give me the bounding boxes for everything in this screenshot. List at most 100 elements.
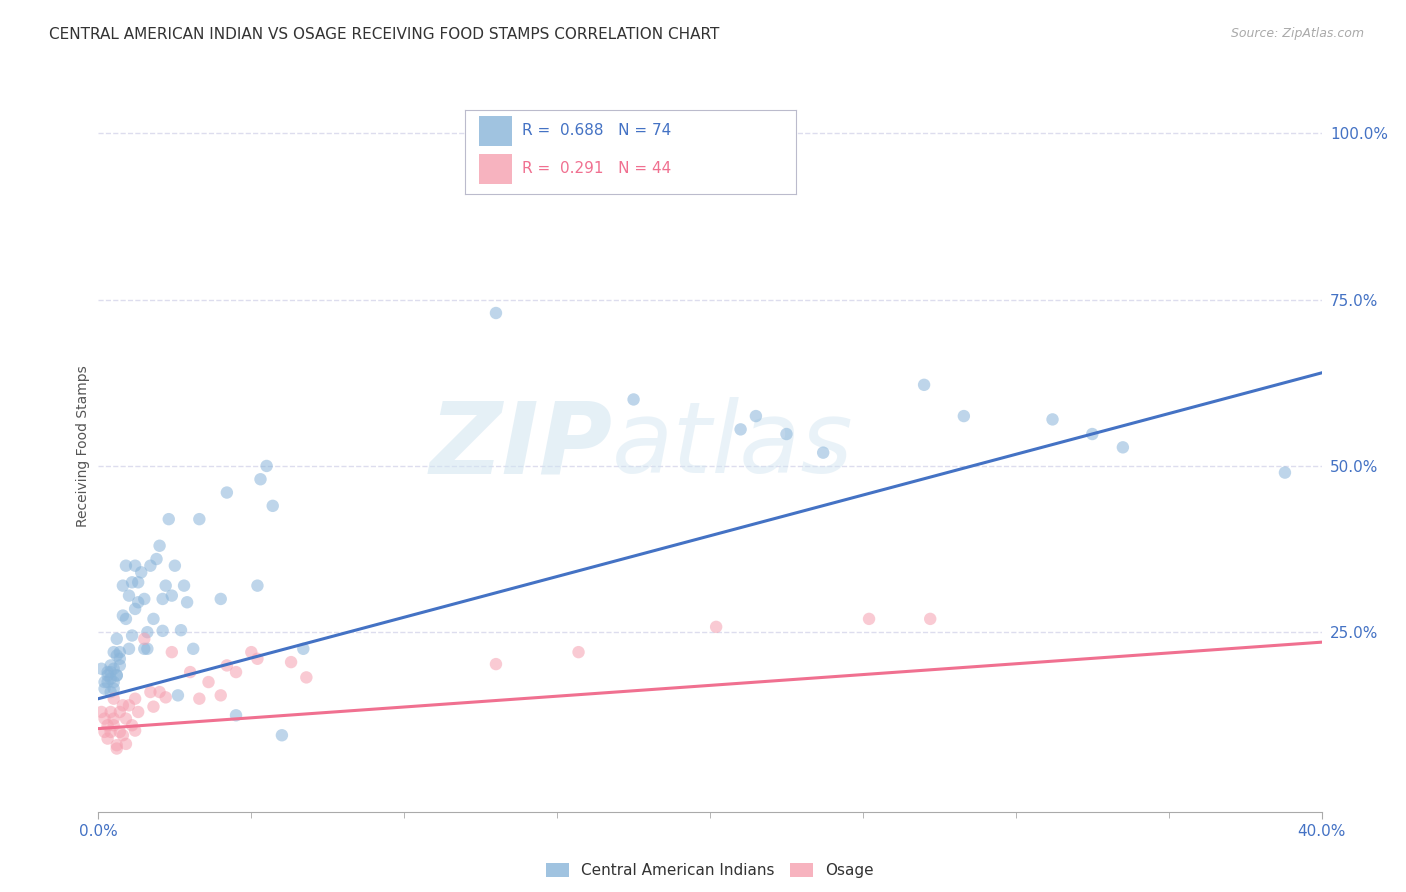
Point bbox=[811, 445, 834, 459]
Point bbox=[105, 632, 128, 646]
Point bbox=[920, 612, 942, 626]
Point bbox=[105, 738, 128, 752]
Point bbox=[121, 718, 143, 732]
Point bbox=[103, 712, 125, 726]
Point bbox=[111, 728, 134, 742]
Point bbox=[155, 690, 177, 705]
Text: atlas: atlas bbox=[612, 398, 853, 494]
Point bbox=[100, 725, 122, 739]
Point bbox=[90, 662, 112, 676]
Point bbox=[111, 608, 134, 623]
Point bbox=[100, 705, 122, 719]
Point bbox=[745, 409, 768, 423]
Point bbox=[108, 705, 131, 719]
Point bbox=[1042, 412, 1064, 426]
Point bbox=[485, 306, 508, 320]
Point bbox=[124, 691, 146, 706]
Point bbox=[953, 409, 976, 423]
Point bbox=[160, 645, 183, 659]
Point bbox=[108, 658, 131, 673]
Point bbox=[181, 641, 204, 656]
Point bbox=[623, 392, 645, 407]
Point bbox=[775, 427, 797, 442]
Point bbox=[103, 675, 125, 690]
Point bbox=[103, 681, 125, 696]
Point bbox=[225, 708, 247, 723]
Point bbox=[262, 499, 284, 513]
Point bbox=[118, 698, 141, 713]
Point bbox=[124, 558, 146, 573]
Point bbox=[149, 685, 172, 699]
Point bbox=[160, 589, 183, 603]
Point bbox=[124, 602, 146, 616]
Point bbox=[134, 641, 156, 656]
Point bbox=[97, 731, 120, 746]
Point bbox=[730, 422, 752, 436]
Point bbox=[118, 589, 141, 603]
Point bbox=[127, 575, 149, 590]
Point bbox=[93, 675, 115, 690]
Text: Source: ZipAtlas.com: Source: ZipAtlas.com bbox=[1230, 27, 1364, 40]
Point bbox=[93, 725, 115, 739]
Point bbox=[121, 575, 143, 590]
Point bbox=[139, 558, 162, 573]
Point bbox=[93, 712, 115, 726]
Point bbox=[139, 685, 162, 699]
Point bbox=[170, 623, 193, 637]
Point bbox=[163, 558, 186, 573]
Point bbox=[97, 665, 120, 679]
Point bbox=[127, 595, 149, 609]
Point bbox=[124, 723, 146, 738]
Point bbox=[108, 645, 131, 659]
Point bbox=[103, 645, 125, 659]
Point bbox=[142, 699, 165, 714]
Point bbox=[111, 698, 134, 713]
Point bbox=[115, 712, 138, 726]
Point bbox=[246, 579, 269, 593]
Point bbox=[97, 668, 120, 682]
Point bbox=[912, 377, 935, 392]
Point bbox=[215, 658, 238, 673]
Point bbox=[567, 645, 589, 659]
Point bbox=[105, 741, 128, 756]
Point bbox=[280, 655, 302, 669]
Point bbox=[179, 665, 201, 679]
Point bbox=[256, 458, 278, 473]
Point bbox=[118, 641, 141, 656]
Point bbox=[103, 662, 125, 676]
Point bbox=[115, 612, 138, 626]
Point bbox=[100, 665, 122, 679]
Point bbox=[127, 705, 149, 719]
Point bbox=[103, 718, 125, 732]
Point bbox=[704, 620, 727, 634]
Point bbox=[134, 591, 156, 606]
Point bbox=[97, 675, 120, 690]
Point bbox=[136, 625, 159, 640]
Point bbox=[100, 658, 122, 673]
Point bbox=[1081, 427, 1104, 442]
Point bbox=[167, 689, 190, 703]
Text: CENTRAL AMERICAN INDIAN VS OSAGE RECEIVING FOOD STAMPS CORRELATION CHART: CENTRAL AMERICAN INDIAN VS OSAGE RECEIVI… bbox=[49, 27, 720, 42]
Point bbox=[188, 691, 211, 706]
Point bbox=[121, 628, 143, 642]
Point bbox=[90, 705, 112, 719]
Point bbox=[188, 512, 211, 526]
Y-axis label: Receiving Food Stamps: Receiving Food Stamps bbox=[76, 365, 90, 527]
Point bbox=[292, 641, 315, 656]
Point bbox=[295, 670, 318, 684]
Point bbox=[157, 512, 180, 526]
Point bbox=[1274, 466, 1296, 480]
Point bbox=[176, 595, 198, 609]
Point bbox=[129, 566, 152, 580]
Point bbox=[197, 675, 219, 690]
Point bbox=[145, 552, 167, 566]
Point bbox=[155, 579, 177, 593]
Point bbox=[215, 485, 238, 500]
Point bbox=[173, 579, 195, 593]
Point bbox=[485, 657, 508, 672]
Point bbox=[105, 668, 128, 682]
Point bbox=[108, 725, 131, 739]
Point bbox=[97, 718, 120, 732]
Point bbox=[149, 539, 172, 553]
Point bbox=[111, 579, 134, 593]
